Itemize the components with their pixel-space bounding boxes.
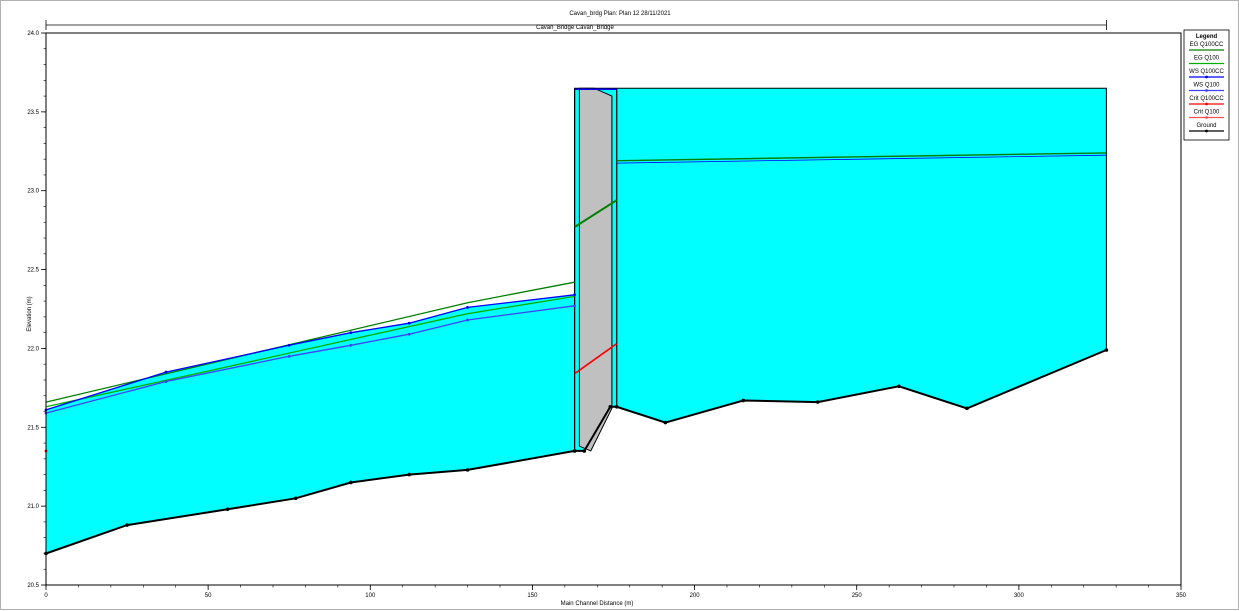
legend-item-ground-marker <box>1205 129 1208 133</box>
legend-item-crit-q100-label: Crit Q100 <box>1194 110 1220 116</box>
series-ws-q100cc-point <box>466 306 469 309</box>
series-ws-q100cc-point <box>164 370 168 374</box>
series-ground-point <box>572 449 577 453</box>
legend-item-eg-q100cc-label: EG Q100CC <box>1190 42 1224 48</box>
x-tick-label: 250 <box>852 593 863 599</box>
series-eg-q100cc-line <box>45 281 575 403</box>
legend-item-ws-q100-marker <box>1205 89 1208 92</box>
axes-layer <box>41 20 1182 590</box>
x-axis-label: Main Channel Distance (m) <box>561 601 634 607</box>
series-ground-point <box>407 472 412 477</box>
y-axis-label: Elevation (m) <box>27 296 33 331</box>
x-tick-label: 300 <box>1014 593 1025 599</box>
x-tick-label: 350 <box>1176 593 1187 599</box>
legend-title: Legend <box>1196 34 1218 40</box>
series-ws-q100cc-point <box>573 293 576 297</box>
series-ws-q100cc-point <box>349 331 353 335</box>
y-tick-label: 21.5 <box>27 425 39 431</box>
text-layer: Cavan_brdg Plan: Plan 12 28/11/2021 Cava… <box>27 11 1187 607</box>
y-tick-label: 23.5 <box>27 110 39 116</box>
series-ws-q100-point <box>287 354 291 358</box>
series-ground-point <box>293 496 298 501</box>
series-ground-point <box>663 420 668 425</box>
bridge-layer <box>573 87 618 452</box>
chart-title: Cavan_brdg Plan: Plan 12 28/11/2021 <box>569 11 671 17</box>
y-tick-label: 22.5 <box>27 268 39 274</box>
series-ground-point <box>582 449 587 453</box>
series-ground-point <box>741 398 746 403</box>
series-ws-q100-point <box>573 304 576 308</box>
series-ws-q100cc-point <box>407 321 411 325</box>
x-tick-label: 50 <box>205 593 212 599</box>
series-ground-point <box>225 507 230 512</box>
y-tick-label: 23.0 <box>27 189 39 195</box>
upstream-ws-line-blue <box>616 154 1107 164</box>
series-ws-q100cc-point <box>287 343 291 347</box>
legend-item-ws-q100cc-marker <box>1205 75 1208 79</box>
series-eg-q100-line <box>45 295 575 408</box>
series-ground-point <box>1104 348 1109 352</box>
series-ws-q100-point <box>164 380 168 383</box>
y-tick-label: 22.0 <box>27 346 39 352</box>
series-ground-point <box>465 468 470 472</box>
x-tick-label: 150 <box>527 593 538 599</box>
y-tick-label: 24.0 <box>27 31 39 37</box>
legend-item-crit-q100cc-marker <box>1205 102 1208 106</box>
y-tick-label: 21.0 <box>27 504 39 510</box>
series-ground-point <box>897 384 901 389</box>
legend-item-crit-q100-marker <box>1205 116 1208 119</box>
legend-item-ws-q100-label: WS Q100 <box>1193 83 1220 89</box>
series-ws-q100-point <box>466 318 469 322</box>
series-ground-point <box>816 400 820 404</box>
legend-item-ground-label: Ground <box>1196 123 1216 129</box>
series-ground-point <box>349 480 353 485</box>
legend-item-crit-q100cc-label: Crit Q100CC <box>1189 96 1224 102</box>
legend: Legend EG Q100CC EG Q100 WS Q100CC WS Q100 C… <box>1183 29 1230 141</box>
legend-item-eg-q100-label: EG Q100 <box>1194 56 1220 62</box>
legend-item-ws-q100cc-label: WS Q100CC <box>1189 69 1224 75</box>
series-ws-q100-point <box>407 332 411 336</box>
bridge-deck-shape <box>578 87 613 452</box>
series-ws-q100-point <box>349 343 353 347</box>
chart-subtitle: Cavan_Bridge Cavan_Bridge <box>536 25 614 31</box>
downstream-water-fill <box>46 294 575 554</box>
upstream-water-fill <box>574 87 1107 452</box>
plot-area-border <box>45 32 1182 586</box>
upstream-ws-line <box>616 152 1107 162</box>
x-tick-label: 100 <box>365 593 376 599</box>
series-layer <box>44 152 1109 556</box>
bridge-crit-line <box>574 343 618 375</box>
series-ground-point <box>965 406 969 411</box>
x-tick-label: 200 <box>690 593 701 599</box>
series-ground-point <box>125 523 129 527</box>
x-tick-label: 0 <box>44 593 48 599</box>
y-tick-label: 20.5 <box>27 583 39 589</box>
bridge-ws-line <box>574 199 618 228</box>
series-ground-point <box>614 404 619 409</box>
series-ground-point <box>608 404 613 409</box>
legend-box <box>1183 29 1230 141</box>
